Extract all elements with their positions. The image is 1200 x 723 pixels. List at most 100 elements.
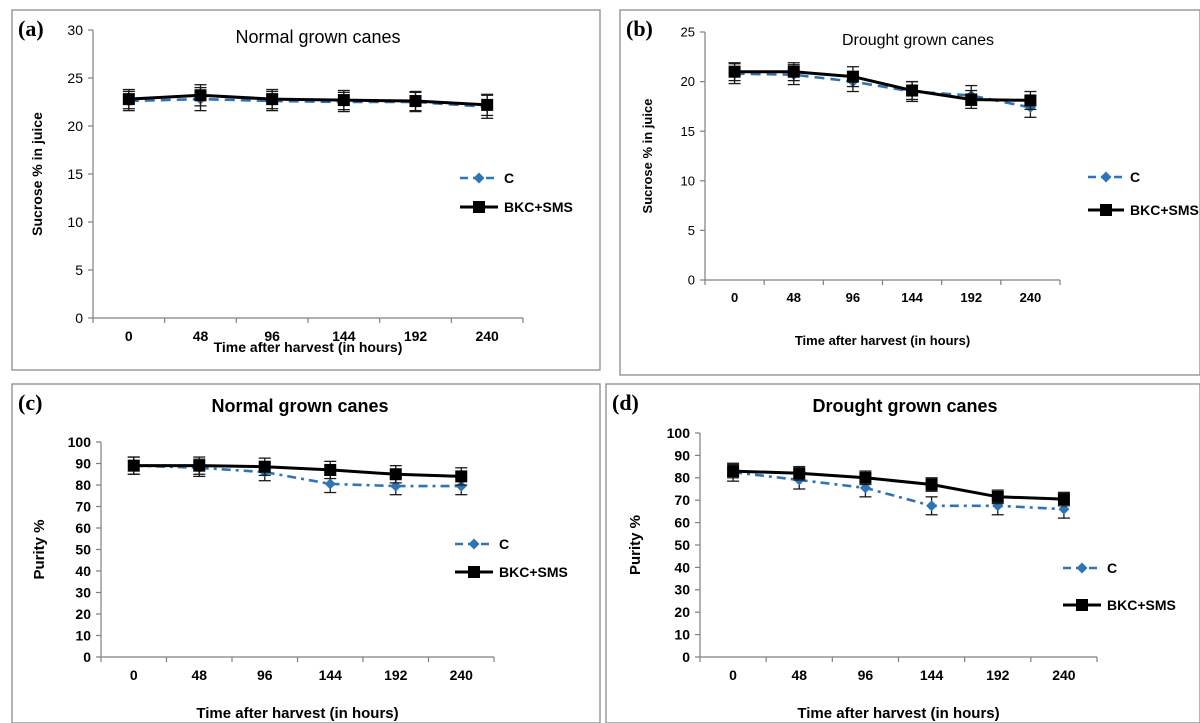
y-tick-label: 90 xyxy=(75,455,91,471)
data-point-bkc-sms xyxy=(389,468,402,481)
legend-marker-c xyxy=(1100,171,1112,183)
y-tick-label: 70 xyxy=(674,492,690,508)
data-point-bkc-sms xyxy=(925,478,938,491)
x-axis-title: Time after harvest (in hours) xyxy=(797,705,999,722)
legend-label-bkc-sms: BKC+SMS xyxy=(499,564,568,580)
data-point-bkc-sms xyxy=(409,95,422,108)
y-tick-label: 0 xyxy=(682,649,690,665)
x-tick-label: 96 xyxy=(846,290,860,305)
data-point-bkc-sms xyxy=(1024,94,1037,107)
x-tick-label: 144 xyxy=(920,667,944,683)
x-tick-label: 48 xyxy=(191,667,207,683)
y-tick-label: 10 xyxy=(674,627,690,643)
series-line-bkc-sms xyxy=(133,464,462,478)
y-tick-label: 5 xyxy=(688,223,695,238)
data-point-bkc-sms xyxy=(194,89,207,102)
y-tick-label: 100 xyxy=(667,425,691,441)
panel-a: 0 5 10 15 20 25 30 0 48 96 144 192 240 Normal grown c… xyxy=(11,9,601,371)
data-point-bkc-sms xyxy=(455,470,468,483)
y-axis-title: Purity % xyxy=(31,519,48,579)
y-tick-label: 30 xyxy=(67,22,83,38)
y-tick-label: 70 xyxy=(75,498,91,514)
y-tick-label: 0 xyxy=(75,310,83,326)
y-tick-label: 15 xyxy=(67,166,83,182)
data-point-bkc-sms xyxy=(846,70,859,83)
x-tick-label: 0 xyxy=(125,328,133,344)
x-tick-label: 0 xyxy=(731,290,738,305)
panel-frame xyxy=(11,9,601,371)
data-point-bkc-sms xyxy=(793,467,806,480)
y-tick-label: 25 xyxy=(67,70,83,86)
x-axis-title: Time after harvest (in hours) xyxy=(214,339,403,355)
data-point-bkc-sms xyxy=(266,93,279,106)
data-point-bkc-sms xyxy=(727,465,740,478)
panel-label: (a) xyxy=(18,16,44,41)
x-tick-label: 240 xyxy=(1052,667,1076,683)
y-tick-label: 80 xyxy=(674,470,690,486)
y-tick-label: 30 xyxy=(75,584,91,600)
data-point-bkc-sms xyxy=(906,84,919,97)
y-tick-label: 100 xyxy=(68,434,92,450)
y-tick-label: 10 xyxy=(67,214,83,230)
data-point-bkc-sms xyxy=(258,460,271,473)
panel-title: Drought grown canes xyxy=(812,396,997,416)
data-point-bkc-sms xyxy=(859,471,872,484)
y-tick-label: 50 xyxy=(674,537,690,553)
series-line-c xyxy=(732,470,1064,511)
data-point-c xyxy=(324,478,336,490)
panel-b: 0 5 10 15 20 25 0 48 96 144 192 240 Drought grown ca… xyxy=(619,9,1200,376)
legend: C BKC+SMS xyxy=(1088,169,1199,218)
x-axis-title: Time after harvest (in hours) xyxy=(196,705,398,722)
series-line-bkc-sms xyxy=(128,93,488,107)
data-point-bkc-sms xyxy=(193,459,206,472)
y-tick-label: 0 xyxy=(83,649,91,665)
data-point-bkc-sms xyxy=(787,65,800,78)
legend-marker-c xyxy=(1076,562,1088,574)
legend-label-c: C xyxy=(1107,560,1117,576)
panel-frame xyxy=(619,9,1200,376)
y-tick-label: 20 xyxy=(674,604,690,620)
series-line-bkc-sms xyxy=(734,70,1031,102)
legend-marker-bkc-sms xyxy=(473,201,485,213)
x-tick-label: 48 xyxy=(791,667,807,683)
y-tick-label: 30 xyxy=(674,582,690,598)
x-tick-label: 192 xyxy=(960,290,982,305)
legend-label-bkc-sms: BKC+SMS xyxy=(1107,597,1176,613)
x-axis-title: Time after harvest (in hours) xyxy=(795,333,970,348)
legend-marker-c xyxy=(473,172,485,184)
y-tick-label: 80 xyxy=(75,477,91,493)
panel-label: (c) xyxy=(18,390,42,415)
legend-marker-c xyxy=(468,538,480,550)
data-point-bkc-sms xyxy=(965,93,978,106)
y-tick-label: 25 xyxy=(681,25,695,40)
y-tick-label: 15 xyxy=(681,124,695,139)
x-tick-label: 48 xyxy=(193,328,209,344)
data-point-c xyxy=(926,500,938,512)
panel-title: Drought grown canes xyxy=(842,32,994,49)
panel-frame xyxy=(605,383,1200,723)
x-tick-label: 240 xyxy=(475,328,499,344)
panel-label: (d) xyxy=(612,390,639,415)
data-point-bkc-sms xyxy=(324,463,337,476)
legend-label-c: C xyxy=(1130,169,1140,185)
y-tick-label: 5 xyxy=(75,262,83,278)
panel-label: (b) xyxy=(626,16,653,41)
x-tick-label: 96 xyxy=(264,328,280,344)
y-tick-label: 50 xyxy=(75,541,91,557)
x-tick-label: 192 xyxy=(986,667,1010,683)
panel-frame xyxy=(11,383,601,723)
legend-label-bkc-sms: BKC+SMS xyxy=(1130,202,1199,218)
y-tick-label: 40 xyxy=(674,559,690,575)
x-tick-label: 144 xyxy=(901,290,923,305)
y-axis-title: Purity % xyxy=(627,515,644,575)
data-point-bkc-sms xyxy=(127,459,140,472)
legend-label-c: C xyxy=(504,170,514,186)
panel-d: 0 10 20 30 40 50 60 70 80 90 100 0 48 96 144 192 240 Drou… xyxy=(605,383,1200,723)
x-tick-label: 0 xyxy=(729,667,737,683)
x-tick-label: 240 xyxy=(450,667,474,683)
data-point-bkc-sms xyxy=(991,490,1004,503)
x-tick-label: 96 xyxy=(257,667,273,683)
data-point-bkc-sms xyxy=(481,98,494,111)
y-tick-label: 20 xyxy=(75,606,91,622)
